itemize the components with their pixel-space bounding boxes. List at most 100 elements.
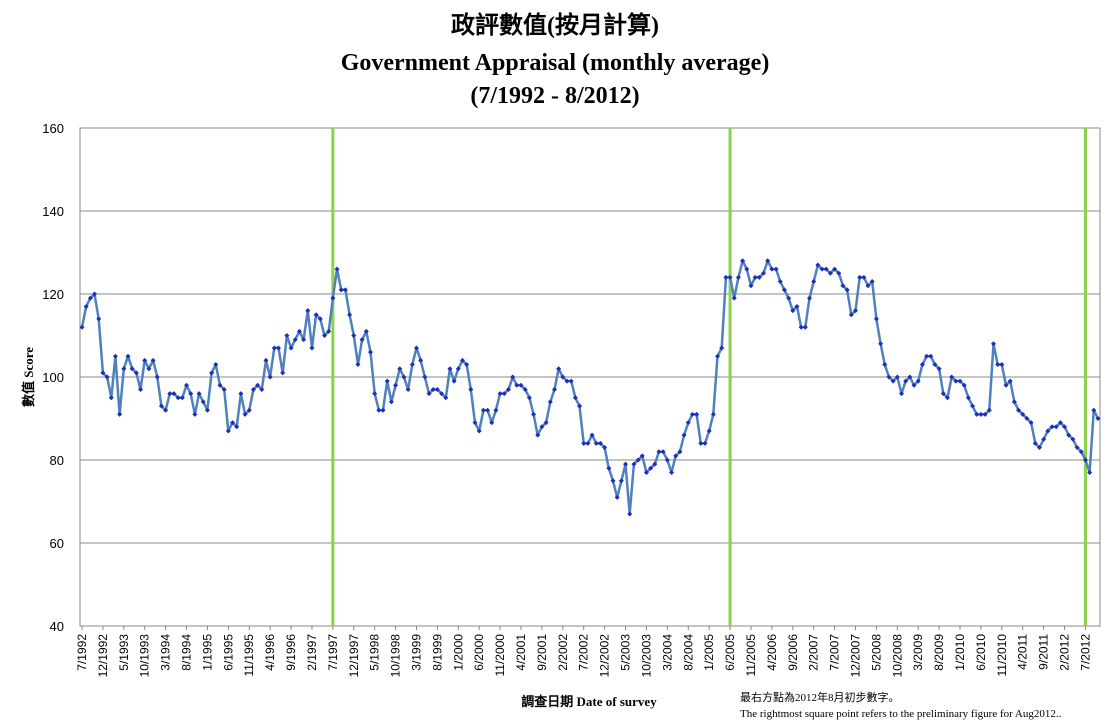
data-point	[953, 378, 959, 384]
data-point	[468, 386, 474, 392]
data-point	[543, 420, 549, 426]
data-point	[777, 279, 783, 285]
data-point	[827, 270, 833, 276]
data-point	[610, 478, 616, 484]
data-point	[702, 440, 708, 446]
data-point	[903, 378, 909, 384]
data-point	[639, 453, 645, 459]
data-point	[117, 411, 123, 417]
data-point	[296, 328, 302, 334]
data-point	[96, 316, 102, 322]
data-point	[807, 295, 813, 301]
preliminary-note-chinese: 最右方點為2012年8月初步數字。	[740, 690, 900, 704]
data-point	[271, 345, 277, 351]
data-point	[104, 374, 110, 380]
data-point	[911, 382, 917, 388]
x-tick-label: 2/2012	[1058, 634, 1072, 671]
data-point	[873, 316, 879, 322]
data-point	[79, 324, 85, 330]
data-point	[560, 374, 566, 380]
data-point	[434, 386, 440, 392]
data-point	[710, 411, 716, 417]
data-point	[192, 411, 198, 417]
data-point	[196, 391, 202, 397]
data-point	[589, 432, 595, 438]
data-point	[786, 295, 792, 301]
data-point	[848, 312, 854, 318]
data-point	[108, 395, 114, 401]
data-point	[87, 295, 93, 301]
data-point	[606, 465, 612, 471]
data-point	[459, 357, 465, 363]
data-point	[1078, 449, 1084, 455]
data-point	[209, 370, 215, 376]
data-point	[133, 370, 139, 376]
x-tick-label: 2/2002	[556, 634, 570, 671]
x-tick-label: 10/2008	[890, 634, 904, 678]
data-point	[577, 403, 583, 409]
data-point	[317, 316, 323, 322]
data-point	[112, 353, 118, 359]
data-point	[961, 382, 967, 388]
x-tick-label: 9/2001	[535, 634, 549, 671]
data-point	[259, 386, 265, 392]
data-point	[1053, 424, 1059, 430]
x-tick-label: 7/2002	[577, 634, 591, 671]
data-point	[781, 287, 787, 293]
data-point	[263, 357, 269, 363]
data-point	[748, 283, 754, 289]
data-point	[230, 420, 236, 426]
x-tick-label: 11/1995	[242, 634, 256, 677]
x-tick-label: 9/2011	[1037, 634, 1051, 670]
data-point	[556, 366, 562, 372]
data-point	[585, 440, 591, 446]
data-point	[276, 345, 282, 351]
gridlines	[80, 127, 1100, 627]
data-point	[669, 469, 675, 475]
data-point	[284, 333, 290, 338]
data-point	[518, 382, 524, 388]
data-point	[121, 366, 127, 372]
data-point	[326, 328, 332, 334]
data-point	[83, 303, 89, 309]
x-tick-label: 6/2000	[472, 634, 486, 671]
data-point	[840, 283, 846, 289]
data-point	[832, 266, 838, 272]
data-point	[154, 374, 160, 380]
data-point	[338, 287, 344, 293]
data-point	[681, 432, 687, 438]
data-point	[138, 386, 144, 392]
data-point	[898, 391, 904, 397]
data-point	[535, 432, 541, 438]
x-tick-label: 3/1994	[159, 634, 173, 671]
data-point	[125, 353, 131, 359]
data-point	[351, 333, 357, 338]
data-point	[413, 345, 419, 351]
x-tick-label: 4/1996	[263, 634, 277, 671]
x-tick-label: 7/2007	[828, 634, 842, 671]
data-point	[928, 353, 934, 359]
data-point	[593, 440, 599, 446]
x-tick-label: 5/1993	[117, 634, 131, 671]
data-point	[497, 391, 503, 397]
data-point	[330, 295, 336, 301]
x-tick-label: 4/2011	[1016, 634, 1030, 670]
data-point	[221, 386, 227, 392]
data-point	[367, 349, 373, 355]
x-tick-label: 11/2010	[995, 634, 1009, 677]
data-point	[1091, 407, 1097, 413]
y-tick-label: 40	[50, 619, 64, 634]
data-point	[422, 374, 428, 380]
data-point	[572, 395, 578, 401]
data-point	[769, 266, 775, 272]
data-point	[1016, 407, 1022, 413]
data-point	[1049, 424, 1055, 430]
data-point	[129, 366, 135, 372]
data-point	[790, 308, 796, 314]
data-point	[932, 362, 938, 368]
data-point	[660, 449, 666, 455]
data-point	[551, 386, 557, 392]
data-point	[547, 399, 553, 405]
data-point	[142, 357, 148, 363]
data-point	[363, 328, 369, 334]
